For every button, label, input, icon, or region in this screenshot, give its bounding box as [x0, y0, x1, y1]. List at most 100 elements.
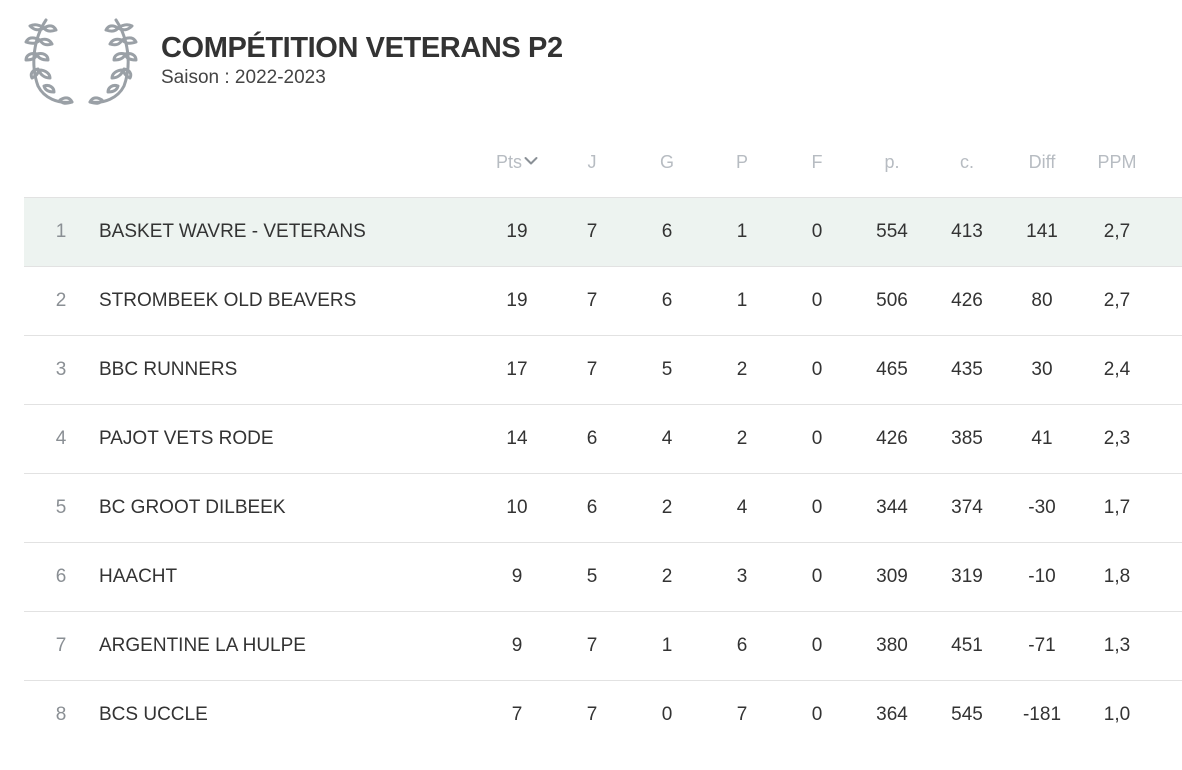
column-header-label: J: [587, 152, 597, 172]
column-header-label: c.: [959, 152, 974, 172]
team-name-cell: ARGENTINE LA HULPE: [99, 635, 306, 656]
stat-cell-p.: 380: [876, 635, 908, 656]
stat-cell-G: 6: [661, 290, 673, 311]
laurel-wreath-icon: [24, 18, 138, 105]
table-row: 6 HAACHT 9 5 2 3 0 309 319 -10 1,8: [24, 543, 1182, 612]
page-title: COMPÉTITION VETERANS P2: [161, 32, 563, 64]
stat-cell-Pts: 9: [511, 635, 523, 656]
stat-cell-Diff: -30: [1028, 497, 1056, 518]
column-header-label: G: [659, 152, 674, 172]
stat-cell-Diff: 41: [1031, 428, 1053, 449]
table-row: 7 ARGENTINE LA HULPE 9 7 1 6 0 380 451 -71 1,3: [24, 612, 1182, 681]
stat-cell-Pts: 17: [506, 359, 528, 380]
stat-cell-PPM: 2,7: [1103, 290, 1131, 311]
rank-cell: 4: [55, 428, 67, 449]
rank-cell: 6: [55, 566, 67, 587]
stat-cell-PPM: 1,0: [1103, 704, 1131, 725]
team-name-cell: BBC RUNNERS: [99, 359, 238, 380]
stat-cell-Diff: 80: [1031, 290, 1053, 311]
column-header-label: PPM: [1097, 152, 1137, 172]
stat-cell-J: 7: [586, 290, 598, 311]
stat-cell-P: 3: [736, 566, 748, 587]
stat-cell-c.: 319: [951, 566, 983, 587]
stat-cell-PPM: 1,8: [1103, 566, 1131, 587]
column-header-2: J: [555, 152, 630, 173]
stat-cell-G: 2: [661, 497, 673, 518]
column-header-4: P: [705, 152, 780, 173]
stat-cell-F: 0: [811, 359, 823, 380]
team-name-cell: BCS UCCLE: [99, 704, 208, 725]
table-body: 1 BASKET WAVRE - VETERANS 19 7 6 1 0 554 413 141 2…: [24, 198, 1182, 749]
stat-cell-P: 6: [736, 635, 748, 656]
stat-cell-P: 1: [736, 221, 748, 242]
stat-cell-G: 5: [661, 359, 673, 380]
column-header-label: P: [735, 152, 748, 172]
column-header-label: Diff: [1028, 152, 1056, 172]
table-row: 4 PAJOT VETS RODE 14 6 4 2 0 426 385 41 2,3: [24, 405, 1182, 474]
stat-cell-Diff: 141: [1026, 221, 1058, 242]
stat-cell-c.: 545: [951, 704, 983, 725]
stat-cell-G: 1: [661, 635, 673, 656]
column-header-7: c.: [930, 152, 1005, 173]
stat-cell-P: 4: [736, 497, 748, 518]
stat-cell-p.: 426: [876, 428, 908, 449]
team-name-cell: PAJOT VETS RODE: [99, 428, 274, 449]
rank-cell: 2: [55, 290, 67, 311]
stat-cell-c.: 451: [951, 635, 983, 656]
table-row: 5 BC GROOT DILBEEK 10 6 2 4 0 344 374 -30 1,7: [24, 474, 1182, 543]
stat-cell-c.: 385: [951, 428, 983, 449]
stat-cell-F: 0: [811, 428, 823, 449]
stat-cell-Pts: 19: [506, 221, 528, 242]
season-label: Saison : 2022-2023: [161, 67, 326, 88]
column-header-5: F: [780, 152, 855, 173]
column-header-6: p.: [855, 152, 930, 173]
rank-cell: 8: [55, 704, 67, 725]
rank-cell: 7: [55, 635, 67, 656]
stat-cell-Pts: 7: [511, 704, 523, 725]
stat-cell-PPM: 2,3: [1103, 428, 1131, 449]
column-header-label: F: [811, 152, 823, 172]
stat-cell-Diff: 30: [1031, 359, 1053, 380]
table-row: 1 BASKET WAVRE - VETERANS 19 7 6 1 0 554 413 141 2…: [24, 198, 1182, 267]
stat-cell-J: 7: [586, 359, 598, 380]
stat-cell-Pts: 19: [506, 290, 528, 311]
stat-cell-Diff: -71: [1028, 635, 1056, 656]
column-header-1[interactable]: Pts: [480, 152, 555, 173]
table-row: 2 STROMBEEK OLD BEAVERS 19 7 6 1 0 506 426 80 2,7: [24, 267, 1182, 336]
stat-cell-p.: 554: [876, 221, 908, 242]
rank-cell: 3: [55, 359, 67, 380]
stat-cell-P: 2: [736, 428, 748, 449]
stat-cell-J: 5: [586, 566, 598, 587]
team-name-cell: BC GROOT DILBEEK: [99, 497, 286, 518]
team-name-cell: HAACHT: [99, 566, 178, 587]
stat-cell-J: 6: [586, 428, 598, 449]
stat-cell-p.: 364: [876, 704, 908, 725]
stat-cell-F: 0: [811, 635, 823, 656]
column-header-8: Diff: [1005, 152, 1080, 173]
stat-cell-p.: 465: [876, 359, 908, 380]
stat-cell-F: 0: [811, 566, 823, 587]
rank-cell: 5: [55, 497, 67, 518]
stat-cell-Pts: 10: [506, 497, 528, 518]
column-header-label: p.: [884, 152, 900, 172]
stat-cell-F: 0: [811, 221, 823, 242]
stat-cell-G: 0: [661, 704, 673, 725]
stat-cell-PPM: 1,7: [1103, 497, 1131, 518]
stat-cell-p.: 506: [876, 290, 908, 311]
chevron-down-icon: [524, 157, 538, 165]
stat-cell-J: 7: [586, 221, 598, 242]
stat-cell-F: 0: [811, 704, 823, 725]
table-row: 8 BCS UCCLE 7 7 0 7 0 364 545 -181 1,0: [24, 681, 1182, 749]
stat-cell-c.: 426: [951, 290, 983, 311]
stat-cell-P: 1: [736, 290, 748, 311]
stat-cell-P: 7: [736, 704, 748, 725]
stat-cell-PPM: 2,7: [1103, 221, 1131, 242]
stat-cell-J: 7: [586, 635, 598, 656]
stat-cell-Pts: 14: [506, 428, 528, 449]
stat-cell-c.: 435: [951, 359, 983, 380]
table-row: 3 BBC RUNNERS 17 7 5 2 0 465 435 30 2,4: [24, 336, 1182, 405]
stat-cell-Pts: 9: [511, 566, 523, 587]
stat-cell-G: 4: [661, 428, 673, 449]
